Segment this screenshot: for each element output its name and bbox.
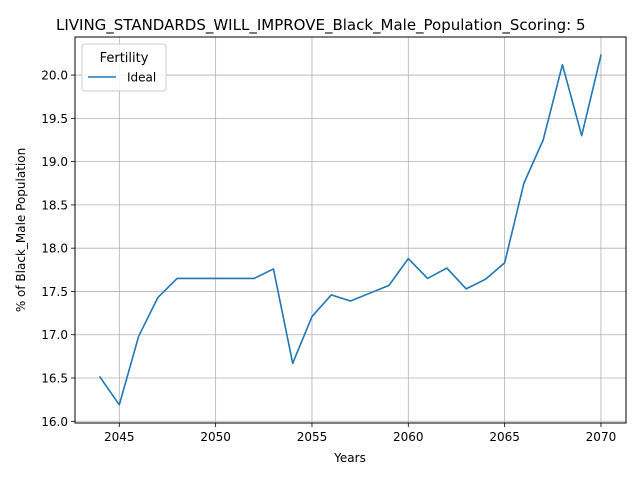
x-tick-label: 2055 (297, 430, 328, 444)
x-tick-label: 2045 (104, 430, 135, 444)
chart-title: LIVING_STANDARDS_WILL_IMPROVE_Black_Male… (56, 16, 586, 35)
y-axis-label: % of Black_Male Population (14, 148, 28, 312)
legend-entry-ideal: Ideal (127, 71, 156, 85)
y-tick-label: 16.5 (41, 371, 68, 385)
y-tick-label: 19.5 (41, 112, 68, 126)
y-tick-label: 17.0 (41, 328, 68, 342)
grid-lines (75, 37, 626, 423)
y-tick-label: 18.5 (41, 198, 68, 212)
x-tick-label: 2070 (586, 430, 617, 444)
y-tick-label: 20.0 (41, 69, 68, 83)
y-tick-label: 19.0 (41, 155, 68, 169)
legend: Fertility Ideal (81, 43, 167, 92)
plot-area-frame (74, 36, 627, 424)
y-tick-label: 18.0 (41, 242, 68, 256)
series-layer (98, 54, 602, 406)
y-tick-label: 17.5 (41, 285, 68, 299)
x-tick-label: 2060 (393, 430, 424, 444)
legend-title: Fertility (100, 51, 149, 66)
y-tick-label: 16.0 (41, 415, 68, 429)
x-tick-label: 2050 (200, 430, 231, 444)
x-tick-label: 2065 (489, 430, 520, 444)
series-line-ideal (98, 54, 602, 406)
axis-ticks: 2045 2050 2055 2060 2065 2070 16.0 16.5 17.0 17.5… (41, 69, 616, 444)
legend-box (81, 43, 167, 92)
x-axis-label: Years (333, 451, 366, 465)
